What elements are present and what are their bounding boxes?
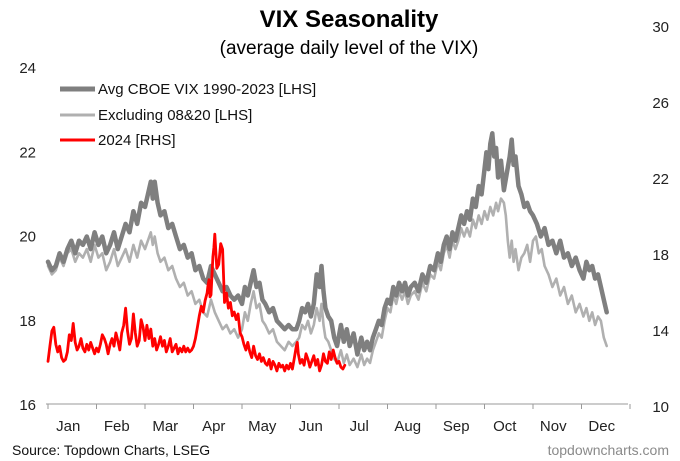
right-tick-label: 30 [652,19,669,36]
left-tick-label: 20 [19,229,36,246]
series-line-2024 [46,232,347,373]
x-tick-label: Nov [540,418,567,435]
x-tick-label: Feb [104,418,130,435]
series-line-avg [45,131,609,357]
legend: Avg CBOE VIX 1990-2023 [LHS] Excluding 0… [60,81,316,149]
right-tick-label: 14 [652,323,669,340]
left-axis: 16 18 20 22 24 [19,60,36,414]
left-tick-label: 18 [19,313,36,330]
x-axis: Jan Feb Mar Apr May Jun Jul Aug Sep Oct Nov Dec [47,404,631,435]
right-tick-label: 18 [652,247,669,264]
source-note: Source: Topdown Charts, LSEG [12,442,210,458]
right-axis: 10 14 18 22 26 30 [652,19,669,416]
x-tick-label: Aug [394,418,421,435]
left-tick-label: 22 [19,144,36,161]
x-tick-label: Jan [56,418,80,435]
x-tick-label: Apr [202,418,225,435]
x-tick-label: Jun [299,418,323,435]
left-tick-label: 16 [19,397,36,414]
x-tick-label: Jul [350,418,369,435]
chart-subtitle: (average daily level of the VIX) [220,38,479,59]
series-line-excluding [46,197,608,369]
left-tick-label: 24 [19,60,36,77]
x-tick-label: Sep [443,418,470,435]
chart-title: VIX Seasonality [260,6,439,33]
right-tick-label: 10 [652,399,669,416]
legend-label-excluding: Excluding 08&20 [LHS] [98,107,252,124]
right-tick-label: 26 [652,95,669,112]
right-tick-label: 22 [652,171,669,188]
x-tick-label: Oct [493,418,517,435]
x-tick-label: Mar [152,418,178,435]
x-tick-label: May [248,418,277,435]
legend-label-2024: 2024 [RHS] [98,132,176,149]
x-tick-label: Dec [588,418,615,435]
watermark: topdowncharts.com [548,442,669,458]
legend-label-avg: Avg CBOE VIX 1990-2023 [LHS] [98,81,316,98]
series-layer [45,131,609,373]
